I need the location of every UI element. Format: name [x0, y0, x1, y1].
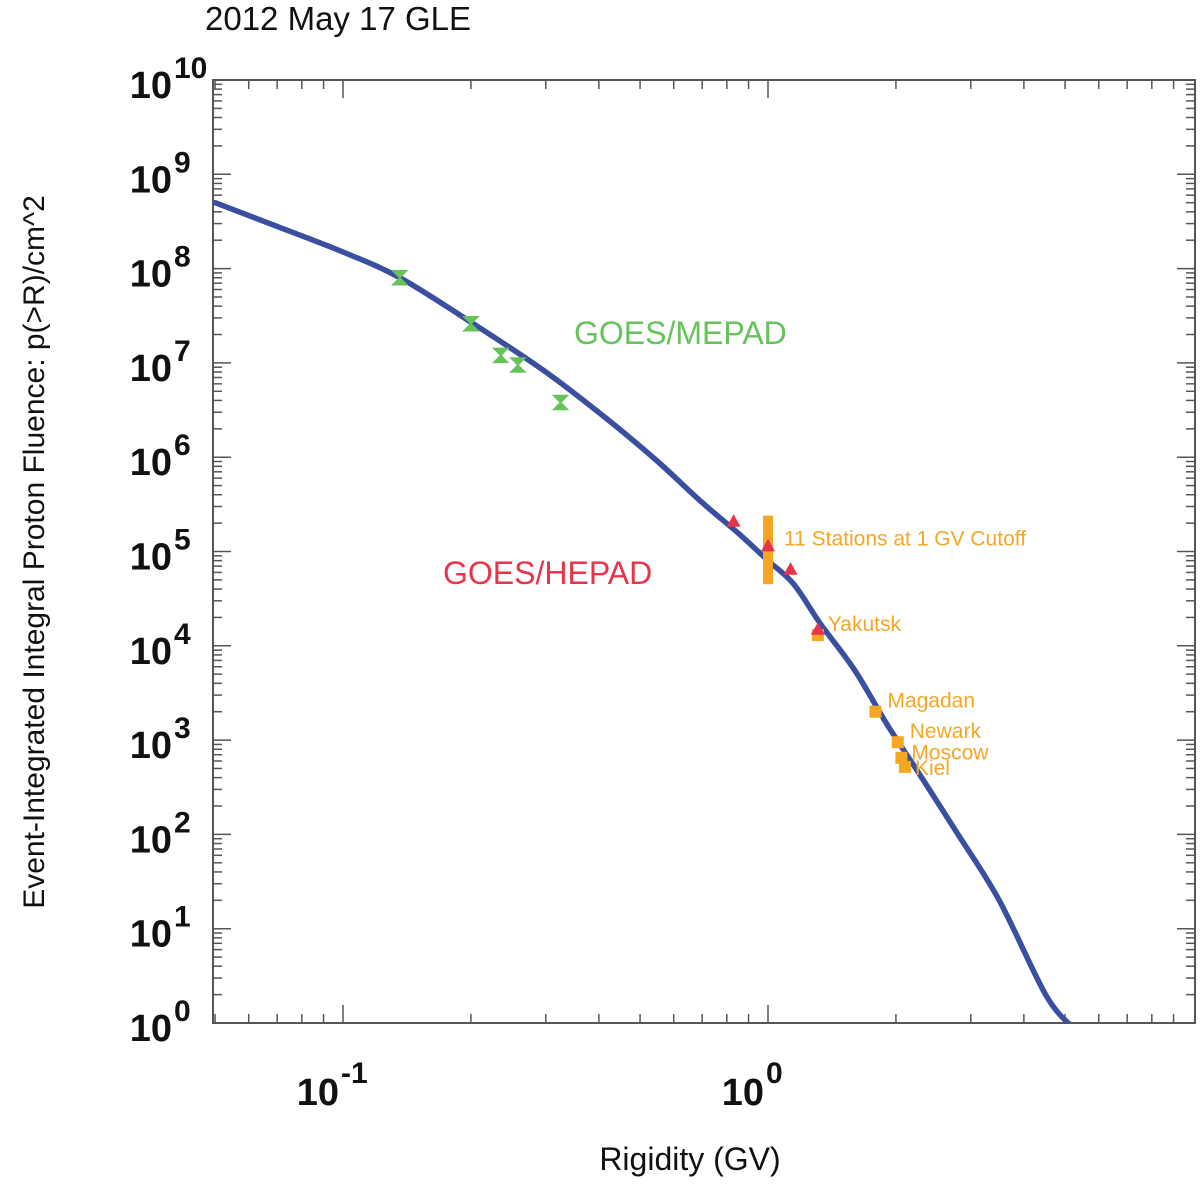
x-axis-title: Rigidity (GV) [599, 1141, 780, 1177]
x-tick-labels: 10 -1 10 0 [297, 1057, 783, 1114]
station-label: Newark [910, 720, 982, 743]
y-tick-exponent: 5 [174, 524, 191, 557]
goes-hepad-point [726, 514, 741, 527]
y-tick-label: 10 [130, 1008, 172, 1050]
y-tick-exponent: 0 [174, 995, 191, 1028]
neutron-monitor-point [869, 705, 882, 718]
y-tick-label: 10 [130, 914, 172, 956]
y-tick-exponent: 7 [174, 335, 191, 368]
fit-curve [213, 199, 1073, 1023]
y-tick-label: 10 [130, 348, 172, 390]
x-tick-label: 10 [722, 1072, 764, 1114]
station-label: Magadan [887, 690, 975, 713]
goes-hepad-point [783, 562, 798, 575]
y-tick-exponent: 3 [174, 712, 191, 745]
data-markers [390, 269, 911, 773]
axis-ticks [213, 79, 1195, 1024]
chart-title: 2012 May 17 GLE [205, 0, 471, 37]
fit-curve-layer [213, 199, 1073, 1023]
y-axis-title: Event-Integrated Integral Proton Fluence… [18, 195, 51, 909]
goes-hepad-point [810, 622, 825, 635]
y-tick-exponent: 9 [174, 146, 191, 179]
y-tick-label: 10 [130, 819, 172, 861]
y-tick-label: 10 [130, 631, 172, 673]
y-tick-exponent: 10 [174, 52, 207, 85]
y-tick-label: 10 [130, 537, 172, 579]
legend-label-goes-mepad: GOES/MEPAD [574, 315, 787, 351]
y-tick-label: 10 [130, 159, 172, 201]
y-tick-exponent: 2 [174, 806, 191, 839]
y-tick-label: 10 [130, 254, 172, 296]
y-tick-exponent: 6 [174, 429, 191, 462]
y-tick-exponent: 4 [174, 618, 191, 651]
legend-label-goes-hepad: GOES/HEPAD [443, 555, 652, 591]
y-tick-label: 10 [130, 442, 172, 484]
y-tick-label: 10 [130, 65, 172, 107]
plot-area-frame [212, 79, 1196, 1024]
goes-mepad-point [551, 394, 570, 411]
station-label: Kiel [915, 757, 950, 780]
station-label: Moscow [911, 742, 989, 765]
goes-mepad-point [390, 269, 409, 286]
x-tick-exponent: 0 [766, 1057, 783, 1090]
y-tick-exponent: 8 [174, 241, 191, 274]
goes-hepad-point [761, 538, 775, 552]
y-tick-label: 10 [130, 725, 172, 767]
station-labels: 11 Stations at 1 GV Cutoff Yakutsk Magadan… [784, 528, 1026, 780]
station-label: 11 Stations at 1 GV Cutoff [784, 528, 1026, 551]
x-tick-label: 10 [297, 1072, 339, 1114]
goes-mepad-point [462, 316, 480, 332]
goes-mepad-point [491, 347, 510, 364]
neutron-monitor-point [891, 736, 904, 749]
station-label: Yakutsk [828, 613, 902, 636]
x-tick-exponent: -1 [341, 1057, 368, 1090]
neutron-monitor-point [898, 760, 911, 773]
neutron-monitor-point [895, 751, 908, 764]
y-tick-exponent: 1 [174, 901, 191, 934]
goes-mepad-point [509, 357, 527, 373]
